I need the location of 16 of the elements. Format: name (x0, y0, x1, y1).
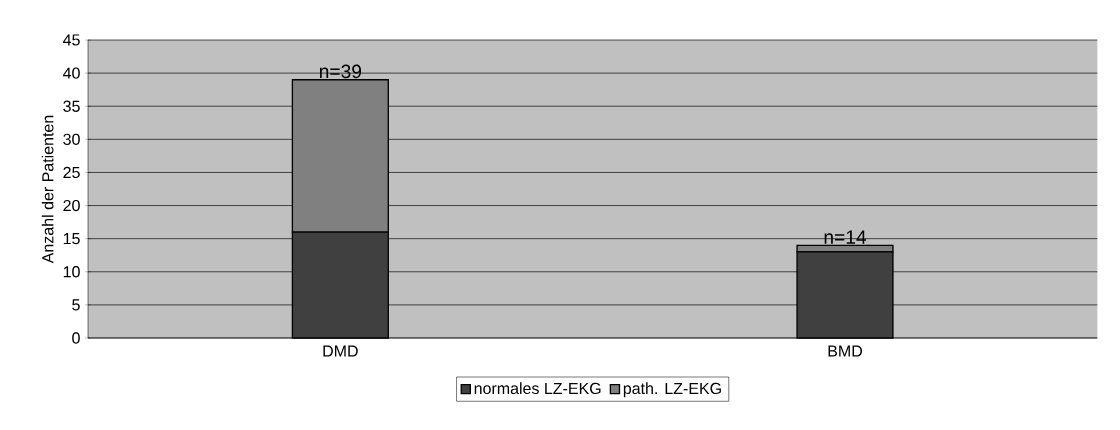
annotation: n=39 (319, 64, 362, 79)
legend-label: normales LZ-EKG (474, 382, 601, 395)
legend-label: path. LZ-EKG (623, 382, 721, 398)
y-tick-label: 45 (63, 34, 80, 46)
y-tick-label: 40 (63, 67, 80, 79)
x-tick-label: BMD (828, 345, 863, 357)
y-tick-label: 20 (63, 199, 80, 212)
y-tick-label: 30 (63, 133, 80, 145)
y-tick-label: 0 (72, 332, 80, 344)
y-tick-label: 10 (63, 266, 80, 278)
y-tick-label: 15 (63, 233, 80, 245)
y-tick-label: 5 (72, 299, 80, 311)
y-tick-label: 35 (63, 100, 80, 112)
x-tick-label: DMD (323, 345, 358, 357)
y-tick-label: 25 (63, 166, 80, 179)
y-axis-title: Anzahl der Patienten (41, 115, 54, 264)
